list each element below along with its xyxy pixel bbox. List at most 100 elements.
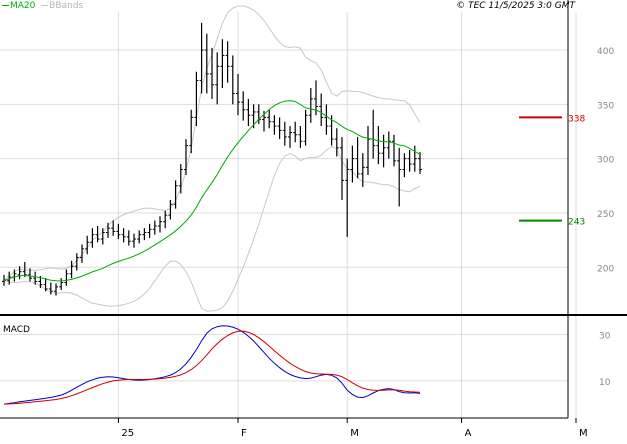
candle-70	[366, 126, 370, 175]
signal-line	[3, 330, 421, 405]
price-tick-label-4: 400	[597, 47, 614, 57]
candle-75	[392, 134, 396, 167]
candle-36	[189, 109, 194, 154]
candle-68	[355, 136, 360, 179]
candle-19	[100, 228, 105, 245]
macd-grid	[0, 316, 577, 418]
candle-8	[43, 278, 48, 292]
price-levels: 338 243	[519, 114, 585, 228]
candle-23	[121, 228, 126, 243]
candle-9	[48, 282, 53, 295]
candle-65	[340, 136, 344, 200]
x-tick-label-3: A	[465, 428, 472, 439]
candle-47	[246, 98, 251, 127]
candle-33	[173, 180, 178, 209]
price-tick-label-2: 300	[597, 156, 614, 166]
macd-tick-label-0: 10	[599, 378, 611, 388]
candle-40	[210, 47, 214, 99]
price-grid	[0, 12, 577, 314]
candle-51	[267, 109, 272, 129]
candle-43	[225, 41, 230, 83]
macd-line	[3, 325, 421, 405]
x-tick-label-0: 25	[121, 428, 134, 439]
candle-55	[288, 126, 292, 148]
candle-57	[298, 126, 303, 148]
candle-77	[402, 153, 407, 178]
candle-15	[80, 244, 84, 263]
copyright-notice: © TEC 11/5/2025 3:0 GMT	[456, 1, 575, 11]
candle-64	[334, 128, 339, 157]
macd-tick-label-1: 30	[599, 332, 611, 342]
bbands-legend-label: BBands	[49, 1, 84, 11]
candle-61	[319, 93, 324, 127]
candle-54	[282, 121, 287, 146]
ma20-polyline	[3, 100, 421, 282]
candle-60	[314, 80, 318, 116]
candle-18	[95, 226, 100, 243]
candle-5	[28, 268, 32, 282]
candle-80	[418, 152, 422, 174]
axes: 200 250 300 350 400 25 F M A M 10 30	[117, 47, 614, 439]
panel-frames	[0, 0, 627, 419]
support-label: 243	[568, 218, 585, 228]
candle-69	[360, 153, 365, 187]
x-tick-label-1: F	[241, 428, 247, 439]
candle-31	[163, 210, 168, 229]
candle-42	[220, 39, 225, 89]
candle-72	[376, 126, 381, 165]
candle-44	[230, 55, 235, 105]
x-tick-label-4: M	[579, 428, 588, 439]
candle-25	[132, 233, 136, 248]
candle-13	[69, 260, 74, 279]
candle-14	[74, 253, 79, 271]
candle-41	[215, 52, 220, 105]
indicator-legend: MA20 BBands	[2, 1, 83, 11]
candle-35	[184, 139, 188, 175]
candle-46	[241, 91, 246, 121]
candle-52	[272, 115, 277, 135]
candle-78	[407, 149, 412, 172]
bollinger-lower	[3, 145, 421, 312]
price-tick-label-1: 250	[597, 210, 614, 220]
candle-12	[64, 269, 69, 286]
ma20-line	[3, 100, 421, 282]
candle-24	[126, 230, 131, 246]
candle-1	[7, 271, 12, 285]
candle-66	[345, 158, 350, 237]
price-candles	[2, 22, 422, 296]
candle-34	[178, 164, 183, 194]
candle-17	[90, 228, 95, 248]
price-tick-label-3: 350	[597, 101, 614, 111]
macd-lines	[3, 325, 421, 405]
candle-3	[17, 266, 22, 280]
candle-21	[111, 220, 116, 236]
candle-4	[22, 261, 27, 278]
candle-53	[277, 117, 282, 140]
candle-58	[303, 109, 308, 146]
candle-39	[204, 33, 209, 94]
candle-22	[116, 223, 121, 240]
candle-73	[381, 134, 386, 168]
candle-38	[199, 22, 204, 94]
candle-27	[142, 228, 147, 241]
ma20-legend-label: MA20	[10, 1, 36, 11]
candle-10	[54, 283, 58, 296]
x-tick-label-2: M	[350, 428, 359, 439]
macd-panel-title: MACD	[3, 325, 30, 335]
candle-28	[147, 223, 152, 238]
candle-20	[106, 222, 110, 238]
candle-29	[152, 220, 157, 235]
candle-71	[371, 109, 376, 159]
candle-37	[194, 71, 199, 127]
candle-79	[412, 145, 417, 172]
price-tick-label-0: 200	[597, 264, 614, 274]
candle-32	[168, 199, 173, 220]
candle-59	[308, 88, 313, 123]
candle-45	[236, 73, 240, 116]
candle-67	[350, 145, 355, 183]
ma20-swatch	[2, 5, 9, 6]
candle-30	[158, 216, 162, 233]
candle-6	[33, 271, 38, 285]
